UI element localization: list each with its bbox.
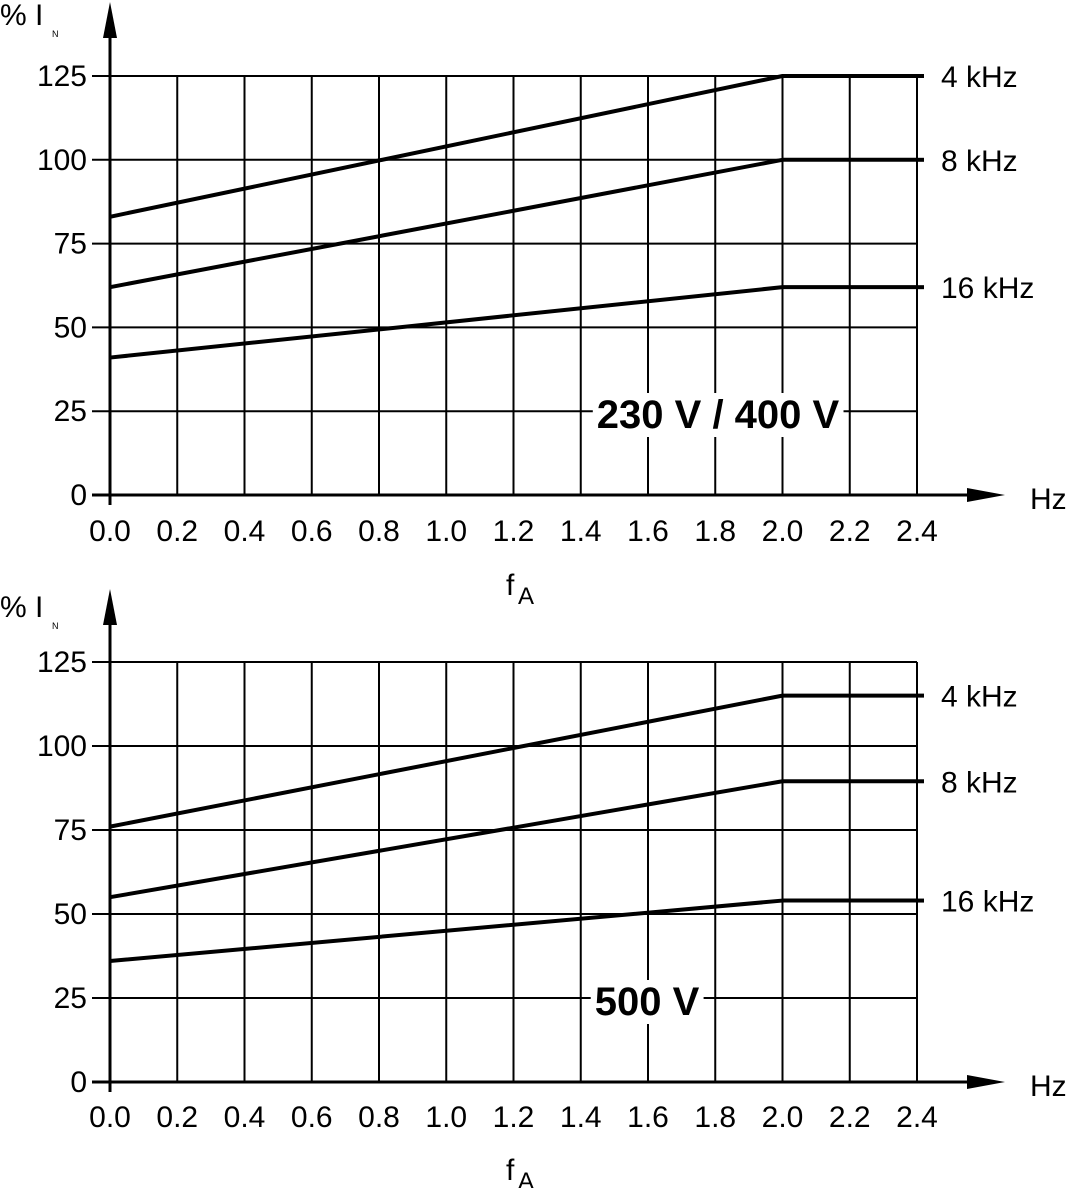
chart-0-x-tick-label-0-0: 0.0 [89,515,131,548]
chart-1-x-tick-label-1-2: 1.2 [493,1101,535,1134]
chart-0-x-axis-label: f [506,569,515,602]
chart-1-x-tick-label-1-0: 1.0 [425,1101,467,1134]
chart-0-x-tick-label-2-4: 2.4 [896,515,938,548]
chart-0-x-tick-label-1-4: 1.4 [560,515,602,548]
chart-0-y-tick-label-50: 50 [54,311,87,344]
chart-1-x-tick-label-0-0: 0.0 [89,1101,131,1134]
chart-1-x-tick-label-0-8: 0.8 [358,1101,400,1134]
chart-230-400v: 0 25 50 75 100 125 0.0 0.2 0.4 0.6 0.8 1.0 1.2 1.4 1.6… [0,0,1067,610]
chart-1-x-unit-label: Hz [1030,1070,1067,1103]
chart-1-series-label-4-khz: 4 kHz [941,681,1018,714]
chart-1-x-tick-label-0-6: 0.6 [291,1101,333,1134]
chart-0-x-tick-label-1-0: 1.0 [425,515,467,548]
chart-0-series-label-16-khz: 16 kHz [941,272,1034,305]
chart-1-y-tick-label-75: 75 [54,814,87,847]
chart-0-series-line-8-khz [109,157,917,290]
chart-0-series-label-4-khz: 4 kHz [941,61,1018,94]
chart-0-series-label-8-khz: 8 kHz [941,145,1018,178]
chart-1-x-axis-arrow [967,1075,1005,1089]
chart-1-x-tick-label-2-2: 2.2 [829,1101,871,1134]
chart-500v: 0 25 50 75 100 125 0.0 0.2 0.4 0.6 0.8 1.0 1.2 1.4 1.6… [0,589,1067,1188]
chart-1-x-tick-label-2-4: 2.4 [896,1101,938,1134]
chart-0-x-tick-label-0-2: 0.2 [156,515,198,548]
chart-1-x-axis-label-subscript: A [518,1168,534,1188]
chart-0-y-tick-label-75: 75 [54,228,87,261]
chart-0-series-line-16-khz [109,285,917,360]
chart-1-y-tick-label-100: 100 [37,730,87,763]
chart-0-x-tick-label-0-6: 0.6 [291,515,333,548]
chart-0-x-tick-label-1-8: 1.8 [694,515,736,548]
chart-0-y-tick-label-25: 25 [54,395,87,428]
chart-1-y-tick-label-0: 0 [70,1066,87,1099]
chart-0-y-tick-label-0: 0 [70,479,87,512]
chart-0-x-tick-label-0-4: 0.4 [224,515,266,548]
chart-1-series-label-16-khz: 16 kHz [941,886,1034,919]
chart-1-series-line-16-khz [109,898,917,964]
chart-1-y-axis-arrow [103,589,117,625]
chart-1-y-axis-label-subscript: N [52,621,59,631]
chart-0-x-tick-label-2-2: 2.2 [829,515,871,548]
chart-0-x-axis-label-subscript: A [518,583,534,610]
chart-0-y-tick-label-100: 100 [37,144,87,177]
chart-1-y-tick-label-25: 25 [54,982,87,1015]
chart-0-series-line-4-khz [109,74,917,219]
chart-1-y-axis-label: % I [0,591,43,624]
chart-0-x-tick-label-2-0: 2.0 [762,515,804,548]
chart-0-x-tick-label-1-6: 1.6 [627,515,669,548]
chart-1-x-tick-label-1-4: 1.4 [560,1101,602,1134]
chart-1-series-line-8-khz [109,779,917,900]
chart-1-annotation: 500 V [595,980,700,1024]
chart-1-x-tick-label-1-6: 1.6 [627,1101,669,1134]
chart-0-y-axis-label: % I [0,0,43,32]
chart-0-y-axis-arrow [103,2,117,38]
chart-1-x-axis-label: f [506,1154,515,1187]
chart-0-x-tick-label-0-8: 0.8 [358,515,400,548]
chart-1-x-tick-label-1-8: 1.8 [694,1101,736,1134]
chart-0-annotation: 230 V / 400 V [597,393,840,437]
chart-1-annotation-bg [590,980,704,1024]
chart-1-x-tick-label-2-0: 2.0 [762,1101,804,1134]
chart-0-y-tick-label-125: 125 [37,60,87,93]
chart-0-x-axis-arrow [967,488,1005,502]
chart-0-y-axis-label-subscript: N [52,29,59,39]
chart-1-series-line-4-khz [109,693,917,829]
chart-1-y-tick-label-50: 50 [54,898,87,931]
chart-1-x-tick-label-0-4: 0.4 [224,1101,266,1134]
chart-1-x-tick-label-0-2: 0.2 [156,1101,198,1134]
chart-0-x-tick-label-1-2: 1.2 [493,515,535,548]
chart-0-x-unit-label: Hz [1030,483,1067,516]
chart-0-annotation-bg [592,393,844,437]
chart-1-series-label-8-khz: 8 kHz [941,766,1018,799]
chart-1-y-tick-label-125: 125 [37,646,87,679]
